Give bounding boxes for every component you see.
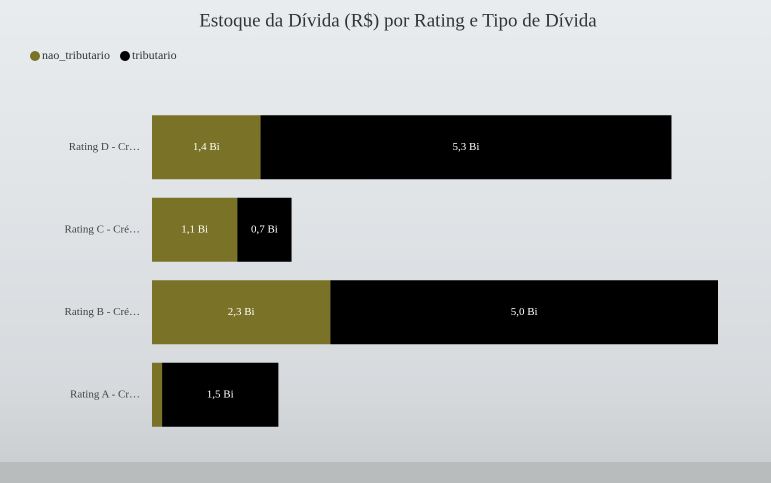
bar-segment: [152, 362, 163, 427]
bar-segment: [152, 115, 261, 180]
bar-segment: [330, 280, 718, 345]
bar-segment: [260, 115, 672, 180]
data-label: 5,3 Bi: [453, 141, 480, 153]
legend-label: tributario: [132, 48, 177, 62]
y-tick-label: Rating D - Cr…: [69, 141, 140, 153]
bar-segment: [162, 362, 279, 427]
bar-segment: [152, 197, 238, 262]
chart-title: Estoque da Dívida (R$) por Rating e Tipo…: [199, 10, 597, 31]
bar-segment: [152, 280, 331, 345]
data-label: 0,7 Bi: [251, 223, 278, 235]
data-label: 5,0 Bi: [511, 306, 538, 318]
data-label: 1,4 Bi: [193, 141, 220, 153]
legend-marker: [119, 51, 130, 61]
y-tick-label: Rating C - Cré…: [65, 223, 140, 235]
bottom-shade: [0, 462, 771, 483]
data-label: 1,1 Bi: [181, 223, 208, 235]
y-tick-label: Rating B - Cré…: [65, 306, 140, 318]
legend-marker: [30, 51, 40, 61]
legend-label: nao_tributario: [42, 48, 110, 62]
data-label: 1,5 Bi: [207, 388, 234, 400]
bar-segment: [237, 197, 292, 262]
data-label: 2,3 Bi: [228, 306, 255, 318]
y-tick-label: Rating A - Cr…: [70, 388, 140, 400]
